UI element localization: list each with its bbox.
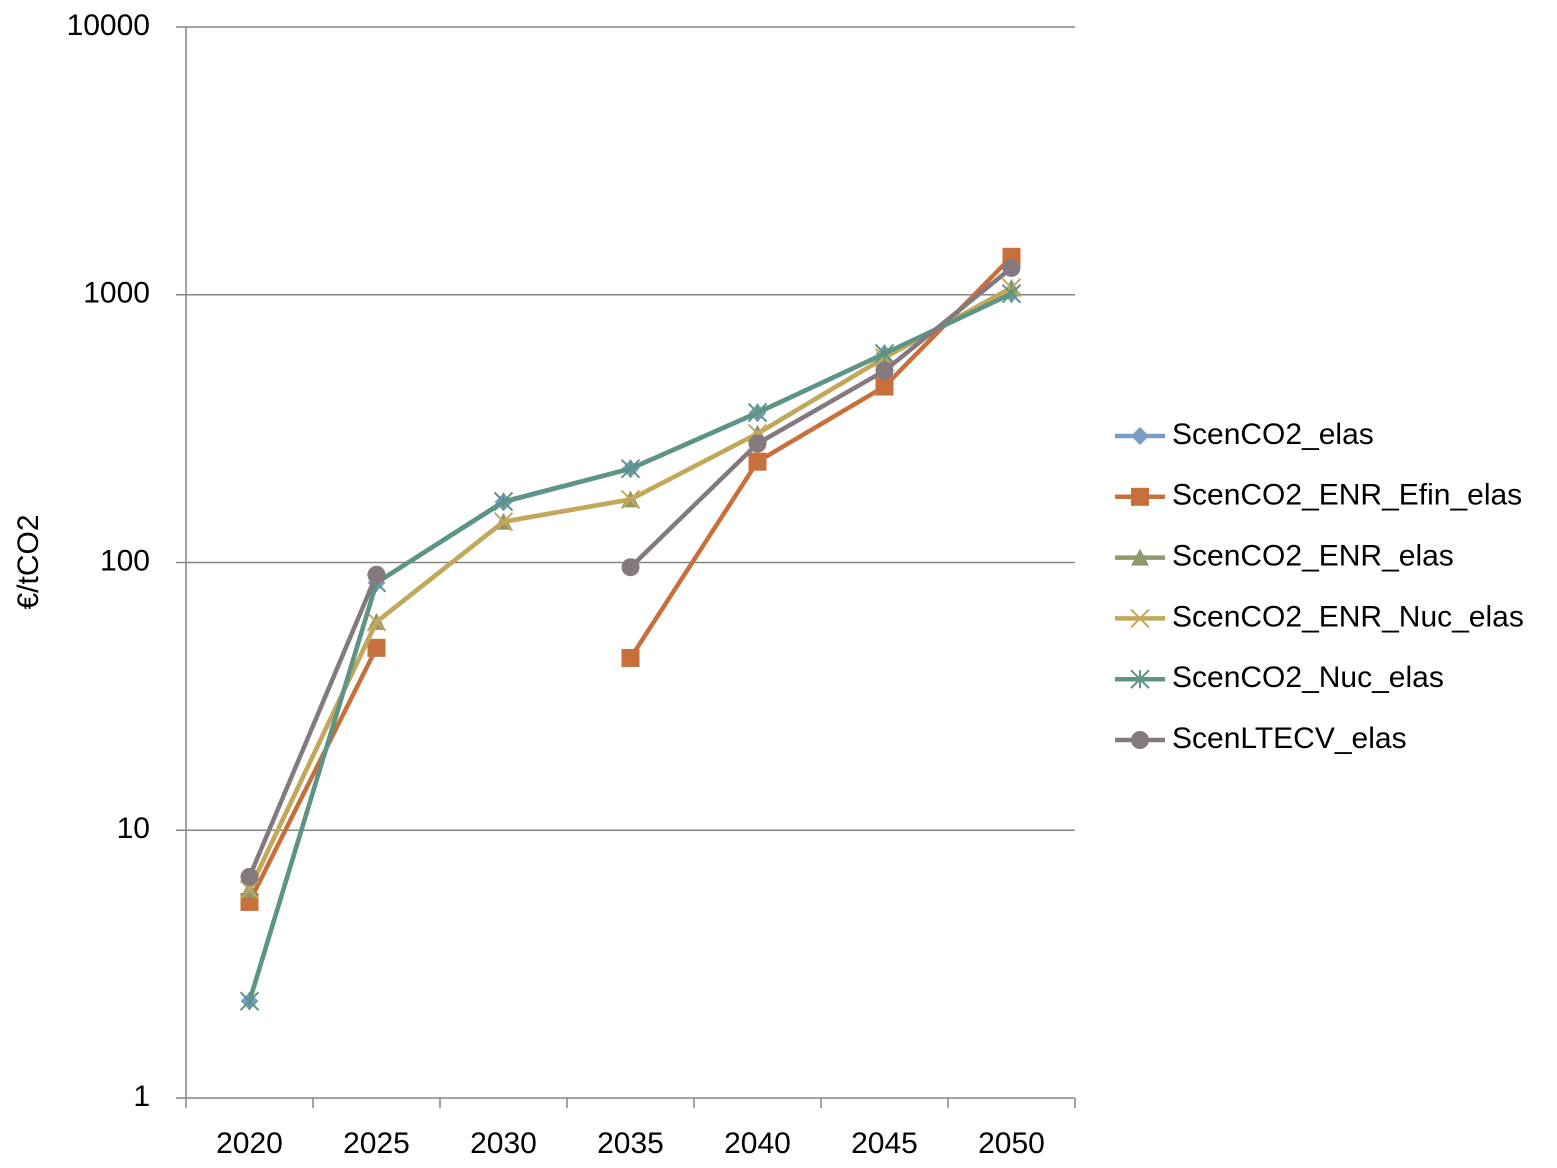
x-tick-label: 2030 [470, 1127, 537, 1160]
marker [1001, 284, 1022, 304]
marker [875, 377, 894, 396]
marker [367, 638, 386, 657]
marker [1131, 731, 1149, 749]
marker [239, 879, 260, 900]
marker [620, 489, 641, 510]
y-axis-label: €/tCO2 [12, 514, 45, 609]
x-tick-label: 2040 [724, 1127, 791, 1160]
x-tick-label: 2050 [978, 1127, 1045, 1160]
legend-label: ScenCO2_ENR_Nuc_elas [1172, 600, 1524, 633]
y-tick-label: 1000 [83, 277, 150, 310]
marker [1130, 608, 1150, 629]
marker [621, 648, 640, 667]
marker [240, 867, 259, 886]
series-line [247, 255, 1014, 903]
y-tick-label: 1 [133, 1080, 150, 1113]
marker [748, 434, 767, 453]
x-tick-label: 2020 [216, 1127, 283, 1160]
marker [621, 558, 640, 577]
legend-label: ScenCO2_elas [1172, 418, 1374, 451]
marker [747, 402, 768, 423]
marker [1002, 258, 1021, 277]
legend-label: ScenCO2_ENR_elas [1172, 540, 1454, 573]
marker [874, 343, 895, 364]
marker [366, 612, 387, 632]
x-tick-label: 2025 [343, 1127, 410, 1160]
marker [620, 459, 641, 479]
marker [748, 452, 767, 471]
y-tick-label: 10000 [67, 9, 150, 42]
series-line [247, 285, 1013, 891]
series-line [247, 285, 1013, 891]
marker [239, 991, 260, 1011]
y-tick-label: 10 [117, 812, 150, 845]
series-line [247, 266, 1013, 878]
legend-label: ScenCO2_ENR_Efin_elas [1172, 479, 1522, 512]
x-tick-label: 2035 [597, 1127, 664, 1160]
marker [367, 565, 386, 584]
marker [1130, 669, 1150, 689]
marker [875, 361, 894, 380]
marker [1131, 548, 1149, 566]
marker [1131, 427, 1149, 445]
y-tick-label: 100 [100, 544, 150, 577]
legend-label: ScenCO2_Nuc_elas [1172, 661, 1444, 694]
legend-label: ScenLTECV_elas [1172, 722, 1407, 755]
marker [1131, 487, 1149, 506]
marker [493, 512, 514, 532]
marker [493, 491, 514, 512]
x-tick-label: 2045 [851, 1127, 918, 1160]
